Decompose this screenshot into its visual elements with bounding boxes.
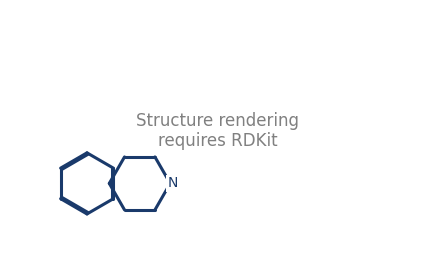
Text: N: N (167, 176, 177, 190)
Text: Structure rendering
requires RDKit: Structure rendering requires RDKit (136, 112, 298, 150)
